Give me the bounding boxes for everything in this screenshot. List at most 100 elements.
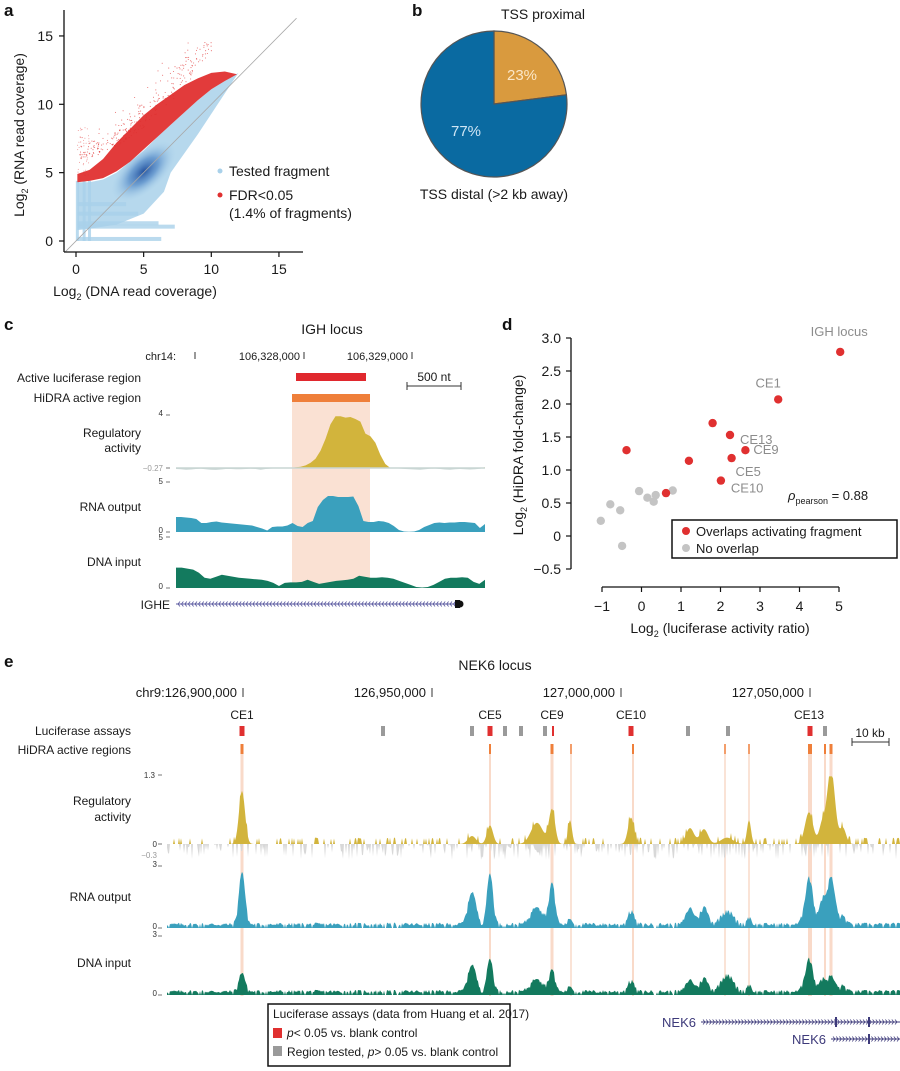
panel-e-scalebar-label: 10 kb <box>855 726 885 740</box>
luciferase-tested-mark <box>543 726 547 736</box>
fdr-fragment-point <box>125 137 127 139</box>
fdr-fragment-point <box>195 58 198 60</box>
fdr-fragment-point <box>87 148 89 150</box>
tested-fragment-stripe <box>77 236 162 241</box>
fdr-fragment-point <box>142 114 144 116</box>
fdr-fragment-point <box>168 95 170 97</box>
fdr-fragment-point <box>173 77 175 79</box>
hidra-active-mark <box>632 744 634 754</box>
fdr-fragment-point <box>145 119 147 121</box>
fdr-fragment-point <box>114 111 117 113</box>
ce-label-ce10: CE10 <box>616 708 646 722</box>
fdr-fragment-point <box>115 137 117 139</box>
tested-fragment-column <box>82 180 86 241</box>
fdr-fragment-point <box>145 120 147 122</box>
panel-d-xtick-label: 2 <box>717 598 725 614</box>
strand-arrow-icon <box>197 601 201 607</box>
panel-d-ytick-label: 1.5 <box>542 429 562 445</box>
strand-arrow-icon <box>763 1019 767 1025</box>
strand-arrow-icon <box>344 601 347 607</box>
fdr-fragment-point <box>136 121 138 123</box>
fdr-fragment-point <box>85 153 87 156</box>
strand-arrow-icon <box>350 601 354 607</box>
fdr-fragment-point <box>96 142 98 144</box>
legend-label-overlap: Overlaps activating fragment <box>696 524 862 539</box>
luciferase-tested-mark <box>519 726 523 736</box>
fdr-fragment-point <box>78 146 80 148</box>
strand-arrow-icon <box>238 601 242 607</box>
fdr-fragment-point <box>153 100 155 102</box>
strand-arrow-icon <box>890 1036 894 1042</box>
strand-arrow-icon <box>418 601 422 607</box>
strand-arrow-icon <box>845 1036 849 1042</box>
fdr-fragment-point <box>162 97 164 99</box>
fdr-fragment-point <box>83 153 85 155</box>
fdr-fragment-point <box>111 137 113 139</box>
fdr-fragment-point <box>149 118 151 121</box>
fdr-fragment-point <box>131 121 133 123</box>
fdr-fragment-point <box>179 68 181 70</box>
e-dna-min: 0 <box>153 989 158 998</box>
panel-a-axes: 0 5 10 15 0 5 10 15 <box>37 10 303 277</box>
fdr-fragment-point <box>145 117 147 119</box>
fdr-fragment-point <box>207 48 210 50</box>
point-no-overlap <box>643 493 652 502</box>
fdr-fragment-point <box>165 98 167 101</box>
fdr-fragment-point <box>191 61 193 63</box>
fdr-fragment-point <box>205 50 207 52</box>
panel-e-scalebar <box>851 738 890 746</box>
strand-arrow-icon <box>357 601 361 607</box>
strand-arrow-icon <box>712 1019 716 1025</box>
fdr-fragment-point <box>185 81 187 83</box>
strand-arrow-icon <box>832 1036 836 1042</box>
fdr-fragment-point <box>179 77 181 79</box>
fdr-fragment-point <box>91 140 93 142</box>
tested-fragment-column <box>75 180 79 241</box>
coord-label: chr9:126,900,000 <box>136 685 237 700</box>
fdr-fragment-point <box>180 81 182 83</box>
panel-e-legend <box>267 1003 511 1067</box>
gene-model-ighe <box>176 600 464 608</box>
ce-label-ce5: CE5 <box>478 708 502 722</box>
fdr-fragment-point <box>115 134 117 136</box>
strand-arrow-icon <box>415 601 419 607</box>
strand-arrow-icon <box>310 601 313 607</box>
fdr-fragment-point <box>86 157 88 159</box>
fdr-fragment-point <box>126 132 128 134</box>
fdr-fragment-point <box>81 154 83 156</box>
fdr-fragment-point <box>194 64 196 66</box>
fdr-fragment-point <box>80 137 82 139</box>
strand-arrow-icon <box>747 1019 751 1025</box>
ce-label-ce9: CE9 <box>540 708 564 722</box>
fdr-fragment-point <box>164 91 166 94</box>
strand-arrow-icon <box>861 1036 865 1042</box>
strand-arrow-icon <box>721 1019 725 1025</box>
fdr-fragment-point <box>154 109 156 112</box>
row-label-luciferase-assays: Luciferase assays <box>35 724 131 738</box>
fdr-fragment-point <box>130 128 132 130</box>
fdr-fragment-point <box>142 126 144 128</box>
strand-arrow-icon <box>187 601 191 607</box>
fdr-fragment-point <box>189 73 191 75</box>
fdr-fragment-point <box>184 77 186 79</box>
legend-label-significant: p< 0.05 vs. blank control <box>286 1026 417 1040</box>
strand-arrow-icon <box>888 1019 892 1025</box>
tested-fragment-cloud <box>75 72 239 241</box>
strand-arrow-icon <box>259 601 262 607</box>
fdr-fragment-point <box>114 145 116 147</box>
panel-label-b: b <box>412 1 422 20</box>
fdr-fragment-point <box>140 110 142 112</box>
strand-arrow-icon <box>877 1036 881 1042</box>
fdr-fragment-point <box>84 151 86 153</box>
strand-arrow-icon <box>296 601 300 607</box>
fdr-fragment-point <box>79 161 80 163</box>
row-label-hidra-active-regions: HiDRA active regions <box>18 743 131 757</box>
strand-arrow-icon <box>279 601 283 607</box>
strand-arrow-icon <box>881 1019 885 1025</box>
fdr-fragment-point <box>134 129 136 131</box>
e-track-label-regulatory-2: activity <box>94 810 131 824</box>
fdr-fragment-point <box>97 154 99 156</box>
strand-arrow-icon <box>211 601 215 607</box>
strand-arrow-icon <box>734 1019 738 1025</box>
strand-arrow-icon <box>731 1019 735 1025</box>
